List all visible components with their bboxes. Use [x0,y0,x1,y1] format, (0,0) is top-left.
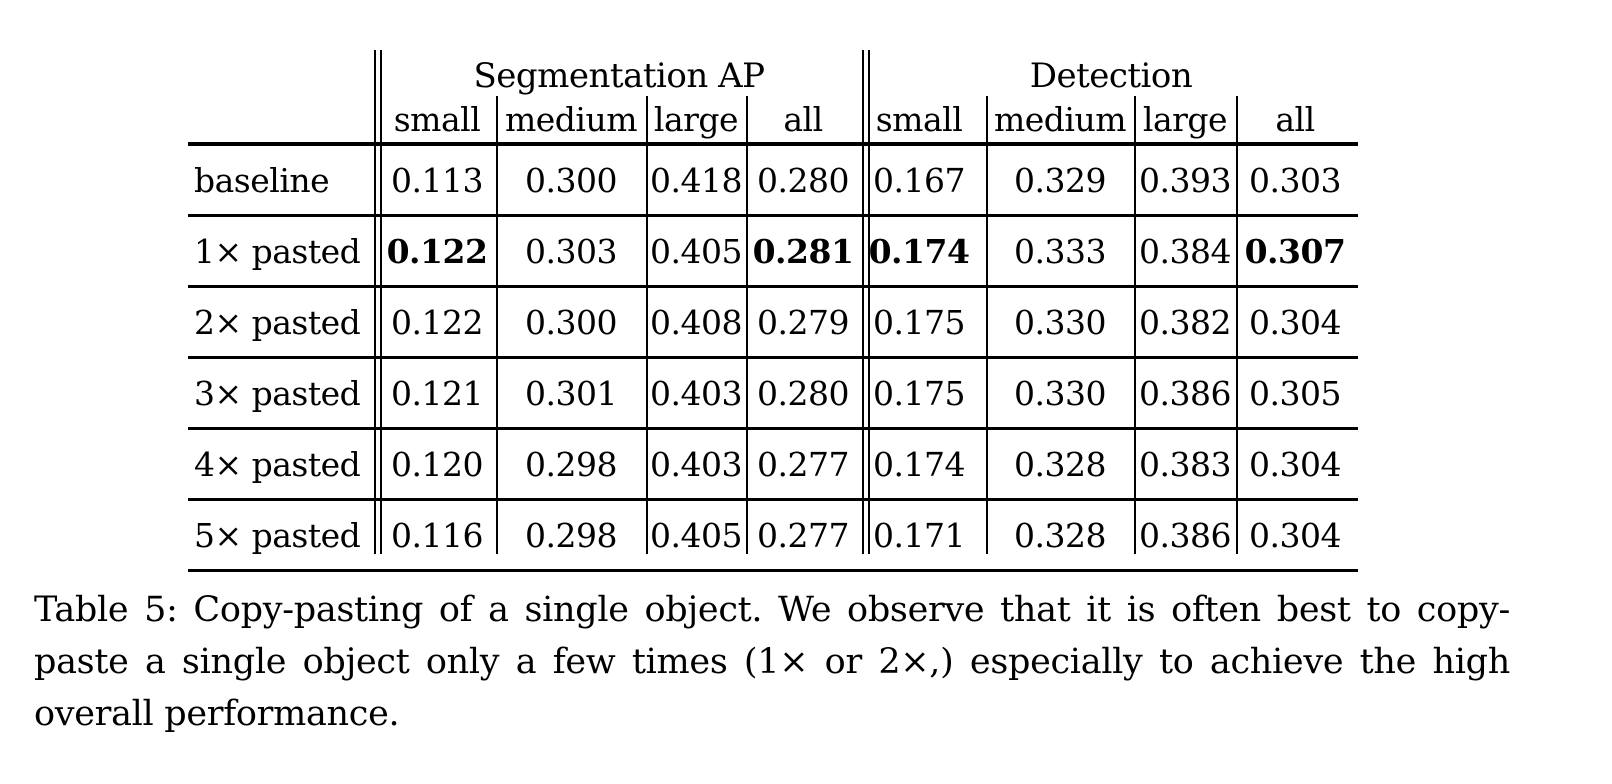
column-rule [986,96,988,554]
table-cell: 0.303 [525,231,617,271]
table-cell: 0.386 [1139,515,1231,555]
table-cell: 0.175 [873,302,965,342]
table-cell: 0.116 [391,515,483,555]
table-row: 5× pasted 0.116 0.298 0.405 0.277 0.171 0.328 0… [188,498,1358,572]
table-cell: 0.277 [757,515,849,555]
subcolumn-header: medium [993,99,1127,139]
table-cell: 0.382 [1139,302,1231,342]
table-cell: 0.280 [757,373,849,413]
subcolumn-header: small [393,99,481,139]
table-cell: 0.303 [1249,160,1341,200]
table-cell: 0.122 [386,231,488,271]
table-cell: 0.328 [1014,444,1106,484]
table-cell: 0.307 [1244,231,1346,271]
table-caption: Table 5: Copy-pasting of a single object… [34,590,1510,734]
table-cell: 0.300 [525,302,617,342]
table-cell: 0.171 [873,515,965,555]
table-cell: 0.333 [1014,231,1106,271]
column-rule [646,96,648,554]
table-row: baseline 0.113 0.300 0.418 0.280 0.167 0.329 0.… [188,142,1358,214]
table-cell: 0.175 [873,373,965,413]
table-cell: 0.329 [1014,160,1106,200]
table-cell: 0.167 [873,160,965,200]
table-cell: 0.403 [650,444,742,484]
column-rule [746,96,748,554]
table-cell: 0.281 [752,231,854,271]
table-cell: 0.304 [1249,515,1341,555]
column-rule [1236,96,1238,554]
table-cell: 0.403 [650,373,742,413]
subcolumn-header: large [1142,99,1228,139]
table-cell: 0.418 [650,160,742,200]
table-cell: 0.328 [1014,515,1106,555]
column-rule [1134,96,1136,554]
subcolumn-header: medium [504,99,638,139]
table-body: baseline 0.113 0.300 0.418 0.280 0.167 0.329 0.… [188,142,1358,572]
table-row: 1× pasted 0.122 0.303 0.405 0.281 0.174 0.333 0… [188,214,1358,285]
table-cell: 0.298 [525,515,617,555]
table-cell: 0.122 [391,302,483,342]
table-cell: 0.405 [650,515,742,555]
double-rule-mid [868,50,870,554]
table-cell: 0.174 [873,444,965,484]
table-cell: 0.121 [391,373,483,413]
table-subcolumn-header: small medium large all small medium large all [188,96,1358,142]
table-cell: 0.408 [650,302,742,342]
table-row: 4× pasted 0.120 0.298 0.403 0.277 0.174 0.328 0… [188,427,1358,498]
table-cell: 0.330 [1014,302,1106,342]
row-label: baseline [194,160,330,200]
table-cell: 0.280 [757,160,849,200]
double-rule-left [374,50,376,554]
table-cell: 0.277 [757,444,849,484]
double-rule-left [380,50,382,554]
table-group-header: Segmentation AP Detection [188,46,1358,96]
table-cell: 0.393 [1139,160,1231,200]
table-cell: 0.174 [868,231,970,271]
table-row: 2× pasted 0.122 0.300 0.408 0.279 0.175 0.330 0… [188,285,1358,356]
table-cell: 0.298 [525,444,617,484]
table-cell: 0.384 [1139,231,1231,271]
group-header-detection: Detection [1029,56,1193,96]
table-cell: 0.305 [1249,373,1341,413]
subcolumn-header: all [1275,99,1315,139]
table-cell: 0.113 [391,160,483,200]
table-cell: 0.301 [525,373,617,413]
results-table: Segmentation AP Detection small medium lar… [188,46,1358,572]
subcolumn-header: small [875,99,963,139]
subcolumn-header: large [653,99,739,139]
subcolumn-header: all [783,99,823,139]
table-cell: 0.279 [757,302,849,342]
row-label: 4× pasted [194,444,361,484]
table-cell: 0.386 [1139,373,1231,413]
table-cell: 0.383 [1139,444,1231,484]
table-cell: 0.304 [1249,302,1341,342]
double-rule-mid [862,50,864,554]
column-rule [496,96,498,554]
row-label: 2× pasted [194,302,361,342]
table-cell: 0.405 [650,231,742,271]
group-header-segmentation: Segmentation AP [473,56,765,96]
table-cell: 0.120 [391,444,483,484]
table-row: 3× pasted 0.121 0.301 0.403 0.280 0.175 0.330 0… [188,356,1358,427]
row-label: 1× pasted [194,231,361,271]
table-cell: 0.304 [1249,444,1341,484]
row-label: 5× pasted [194,515,361,555]
row-label: 3× pasted [194,373,361,413]
table-cell: 0.330 [1014,373,1106,413]
table-cell: 0.300 [525,160,617,200]
